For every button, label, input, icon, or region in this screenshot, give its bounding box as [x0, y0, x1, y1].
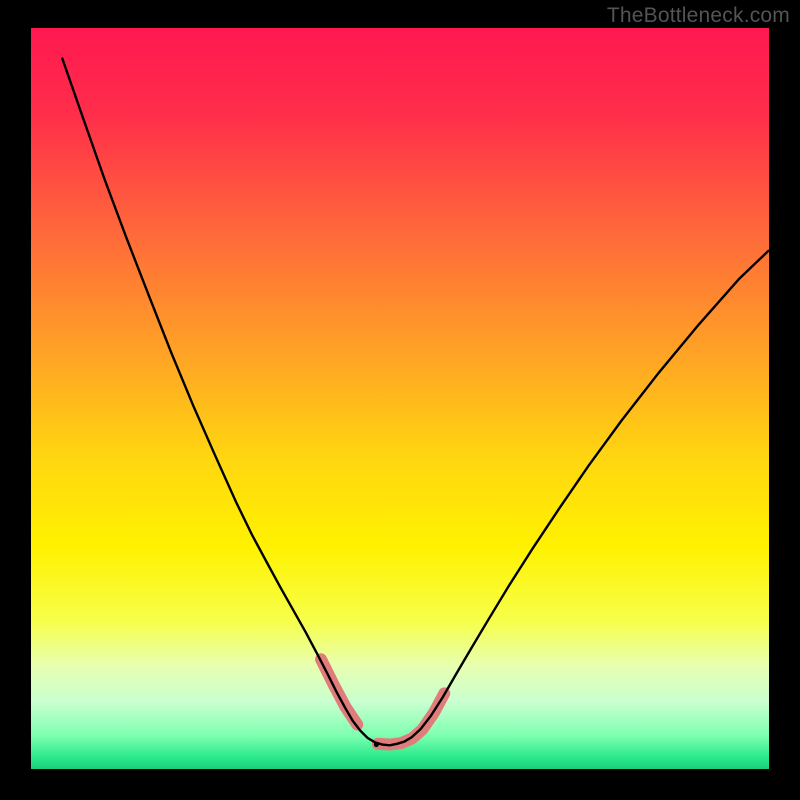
chart-svg — [0, 0, 800, 800]
plot-background — [31, 28, 769, 769]
watermark-text: TheBottleneck.com — [607, 4, 790, 28]
chart-canvas: TheBottleneck.com — [0, 0, 800, 800]
optimum-point-dot — [374, 742, 379, 747]
